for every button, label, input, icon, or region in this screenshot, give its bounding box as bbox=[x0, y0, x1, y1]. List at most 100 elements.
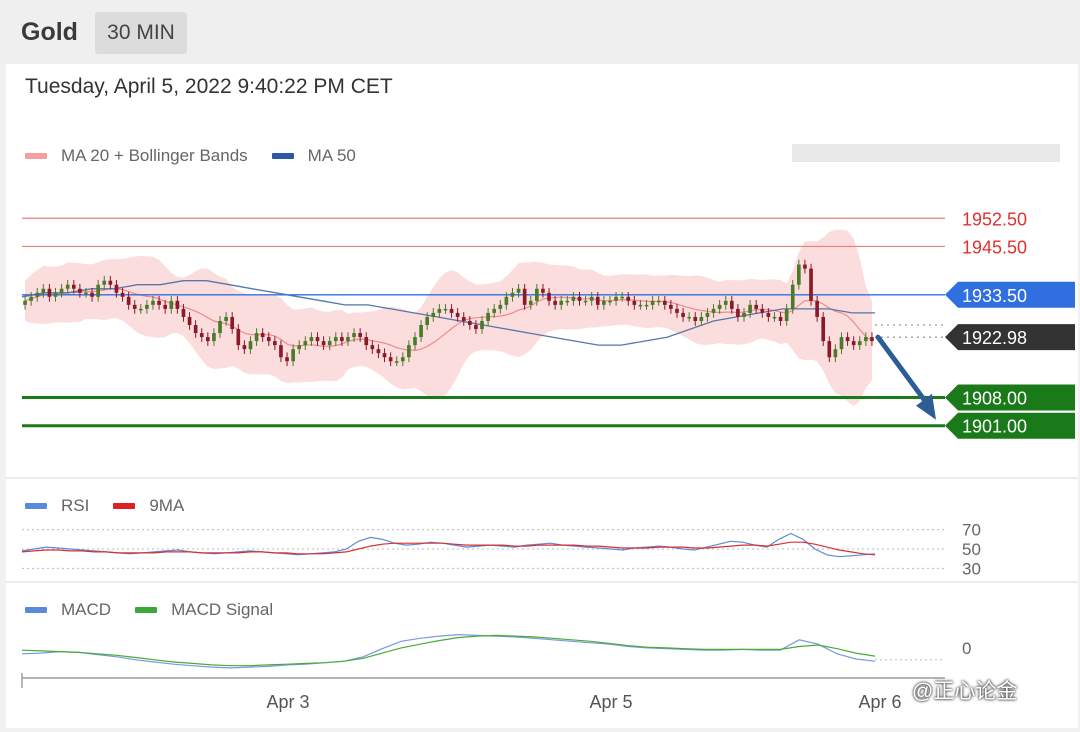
bollinger-band bbox=[25, 229, 872, 406]
candle bbox=[748, 300, 752, 318]
candle bbox=[790, 279, 795, 314]
candle bbox=[803, 259, 807, 274]
candle-body bbox=[602, 300, 606, 305]
price-tag-bg bbox=[945, 281, 1075, 308]
x-tick-label: Apr 5 bbox=[589, 692, 632, 712]
candle bbox=[827, 336, 832, 363]
price-level-1952-50: 1952.50 bbox=[22, 209, 1027, 229]
candle-body bbox=[608, 300, 612, 303]
legend-label-macd: MACD bbox=[61, 600, 112, 619]
candle bbox=[364, 332, 369, 350]
candle bbox=[729, 296, 734, 314]
candle-body bbox=[620, 296, 624, 299]
candle bbox=[461, 312, 466, 326]
candle-body bbox=[656, 300, 661, 303]
candle bbox=[681, 308, 685, 322]
candle-body bbox=[346, 337, 350, 342]
candle bbox=[498, 300, 503, 314]
candle bbox=[199, 328, 204, 342]
candle-body bbox=[565, 300, 570, 303]
candle-body bbox=[242, 345, 247, 350]
candle-body bbox=[474, 325, 478, 330]
candle-body bbox=[583, 300, 588, 303]
candle bbox=[145, 300, 149, 314]
candle bbox=[394, 356, 399, 367]
candle-body bbox=[717, 304, 722, 309]
candle bbox=[522, 283, 527, 310]
candle-body bbox=[723, 300, 728, 305]
candle bbox=[53, 287, 58, 302]
candle bbox=[175, 296, 180, 314]
candle bbox=[705, 308, 710, 322]
candle-body bbox=[297, 345, 302, 350]
candle bbox=[388, 352, 393, 367]
macd-signal-line bbox=[21, 634, 876, 667]
symbol-title: Gold bbox=[21, 18, 78, 46]
candle-body bbox=[571, 296, 576, 301]
candle-body bbox=[662, 300, 667, 305]
candle-body bbox=[845, 337, 850, 342]
candle-body bbox=[90, 292, 94, 297]
candle-body bbox=[413, 337, 417, 346]
candle bbox=[486, 308, 490, 326]
candle bbox=[620, 291, 624, 302]
legend-ma20-bb: MA 20 + Bollinger Bands bbox=[25, 146, 248, 166]
candle bbox=[120, 287, 125, 302]
candle bbox=[273, 336, 277, 350]
candle-body bbox=[541, 288, 545, 293]
candle-body bbox=[400, 357, 405, 362]
legend-label-macd-signal: MACD Signal bbox=[171, 600, 274, 619]
candle bbox=[340, 332, 344, 346]
x-tick-label: Apr 6 bbox=[858, 692, 901, 712]
candle-body bbox=[443, 308, 448, 311]
candle-body bbox=[449, 308, 454, 313]
candle bbox=[833, 344, 838, 363]
candle bbox=[644, 300, 649, 310]
candle bbox=[784, 304, 789, 326]
candle-body bbox=[53, 292, 58, 297]
rsi-level-label: 50 bbox=[962, 540, 981, 559]
candle bbox=[778, 312, 783, 326]
candle bbox=[248, 336, 253, 354]
candle-body bbox=[803, 264, 807, 269]
candle-body bbox=[321, 341, 326, 346]
candle bbox=[291, 344, 295, 367]
timeframe-badge[interactable]: 30 MIN bbox=[95, 12, 187, 54]
ma20-line bbox=[24, 288, 873, 352]
candle-body bbox=[681, 312, 685, 317]
candle-body bbox=[870, 337, 874, 342]
candle bbox=[467, 316, 472, 330]
candle-body bbox=[425, 316, 430, 325]
candle bbox=[626, 291, 631, 306]
candle-body bbox=[285, 357, 289, 362]
candle bbox=[90, 287, 94, 302]
candle bbox=[65, 279, 70, 294]
rsi-level-label: 30 bbox=[962, 559, 981, 578]
candle-body bbox=[218, 320, 222, 334]
candle-body bbox=[797, 264, 801, 285]
legend-swatch-macd-signal bbox=[135, 607, 158, 613]
price-tag-bg bbox=[945, 412, 1075, 439]
candle-body bbox=[577, 296, 582, 301]
candle-body bbox=[138, 308, 143, 311]
candle bbox=[266, 332, 271, 346]
candle-body bbox=[644, 304, 649, 307]
legend-swatch-ma50 bbox=[271, 153, 294, 159]
candle bbox=[565, 296, 570, 306]
candle bbox=[851, 336, 856, 350]
candle-body bbox=[589, 296, 594, 301]
candle bbox=[583, 296, 588, 306]
candle-body bbox=[59, 288, 64, 293]
candle bbox=[559, 296, 564, 310]
legend-macd-signal: MACD Signal bbox=[135, 600, 273, 620]
candle bbox=[602, 296, 606, 310]
candle bbox=[772, 312, 777, 322]
candle-body bbox=[364, 337, 369, 346]
candle-body bbox=[315, 337, 320, 342]
watermark: @正心论金 bbox=[912, 680, 1018, 703]
candle-body bbox=[748, 304, 752, 313]
candle-body bbox=[742, 312, 746, 317]
candle-body bbox=[254, 333, 259, 342]
candle-body bbox=[78, 288, 82, 293]
